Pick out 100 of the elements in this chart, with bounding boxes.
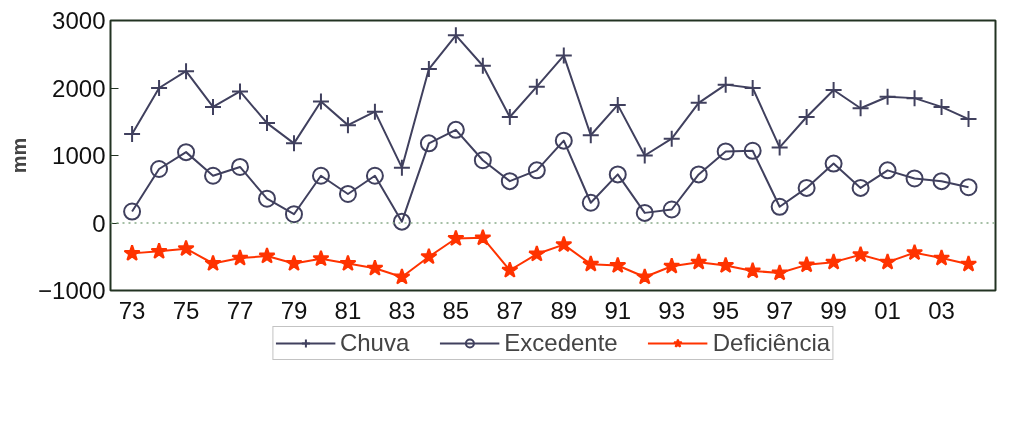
x-tick-label: 87 [496, 296, 524, 324]
point [932, 172, 951, 191]
point [662, 200, 681, 219]
point [311, 166, 330, 185]
point [204, 166, 223, 185]
point [447, 229, 465, 246]
y-tick-label: 3000 [52, 7, 106, 34]
x-tick-label: 97 [766, 296, 793, 324]
point [689, 165, 708, 184]
point [150, 242, 168, 259]
point [824, 154, 843, 173]
point [716, 142, 735, 161]
x-tick-label: 95 [712, 296, 740, 324]
x-tick-label: 89 [550, 296, 578, 324]
point [338, 116, 357, 135]
point [419, 134, 438, 153]
point [905, 169, 924, 188]
point [177, 143, 196, 162]
point [716, 75, 735, 94]
point [905, 243, 924, 261]
x-tick-label: 79 [280, 296, 308, 324]
y-tick-label: 2000 [52, 74, 106, 102]
point [582, 255, 600, 272]
point [231, 249, 249, 266]
point [392, 158, 411, 177]
point [932, 249, 951, 266]
point [771, 263, 789, 281]
point [393, 268, 411, 285]
point [770, 138, 789, 157]
point [581, 193, 600, 212]
point [851, 245, 870, 263]
point [797, 178, 816, 197]
point [501, 261, 519, 278]
point [878, 161, 897, 180]
y-tick-label: 1000 [52, 142, 106, 169]
point [743, 141, 762, 160]
x-tick-label: 75 [172, 296, 200, 324]
y-tick-label: −1000 [38, 277, 106, 304]
point [392, 212, 411, 231]
y-tick-label: 0 [92, 209, 106, 237]
point [581, 126, 600, 145]
point [446, 26, 465, 45]
x-tick-label: 91 [604, 296, 632, 324]
x-tick-label: 03 [928, 296, 955, 324]
point [150, 160, 169, 178]
point [231, 157, 250, 176]
point [177, 239, 195, 257]
point [554, 46, 573, 65]
point [689, 93, 708, 112]
point [258, 247, 276, 264]
point [473, 151, 492, 170]
point [527, 161, 546, 180]
point [609, 256, 627, 273]
legend-label: Chuva [339, 329, 410, 357]
point [204, 254, 222, 271]
x-tick-label: 99 [820, 296, 847, 324]
point [959, 255, 978, 272]
point [770, 197, 789, 216]
x-tick-label: 01 [874, 296, 901, 324]
point [851, 99, 870, 118]
point [690, 253, 708, 270]
x-tick-label: 83 [388, 296, 416, 324]
point [851, 178, 870, 197]
point [123, 202, 142, 221]
y-axis-title: mm [8, 137, 31, 174]
point [662, 129, 681, 148]
point [365, 102, 384, 121]
point [500, 172, 519, 191]
point [959, 178, 978, 197]
point [366, 259, 384, 276]
point [365, 166, 384, 185]
point [473, 56, 492, 75]
point [311, 92, 330, 111]
point [339, 254, 357, 271]
x-tick-label: 85 [442, 296, 470, 324]
point [446, 120, 465, 139]
point [285, 254, 303, 271]
point [555, 235, 573, 253]
point [717, 256, 735, 273]
x-tick-label: 73 [118, 296, 146, 324]
point [312, 249, 330, 267]
x-tick-label: 81 [334, 296, 362, 324]
point [636, 268, 654, 285]
legend-label: Excedente [504, 329, 618, 357]
point [177, 62, 196, 81]
point [338, 184, 357, 203]
point [635, 146, 654, 165]
point [608, 165, 627, 184]
point [554, 131, 573, 150]
point [474, 228, 492, 246]
point [905, 89, 924, 108]
x-tick-label: 93 [658, 296, 686, 324]
point [878, 253, 897, 270]
point [635, 203, 654, 222]
point [744, 261, 762, 279]
point [284, 205, 303, 224]
point [123, 244, 141, 261]
point [420, 247, 438, 265]
point [663, 257, 681, 274]
point [825, 253, 843, 270]
